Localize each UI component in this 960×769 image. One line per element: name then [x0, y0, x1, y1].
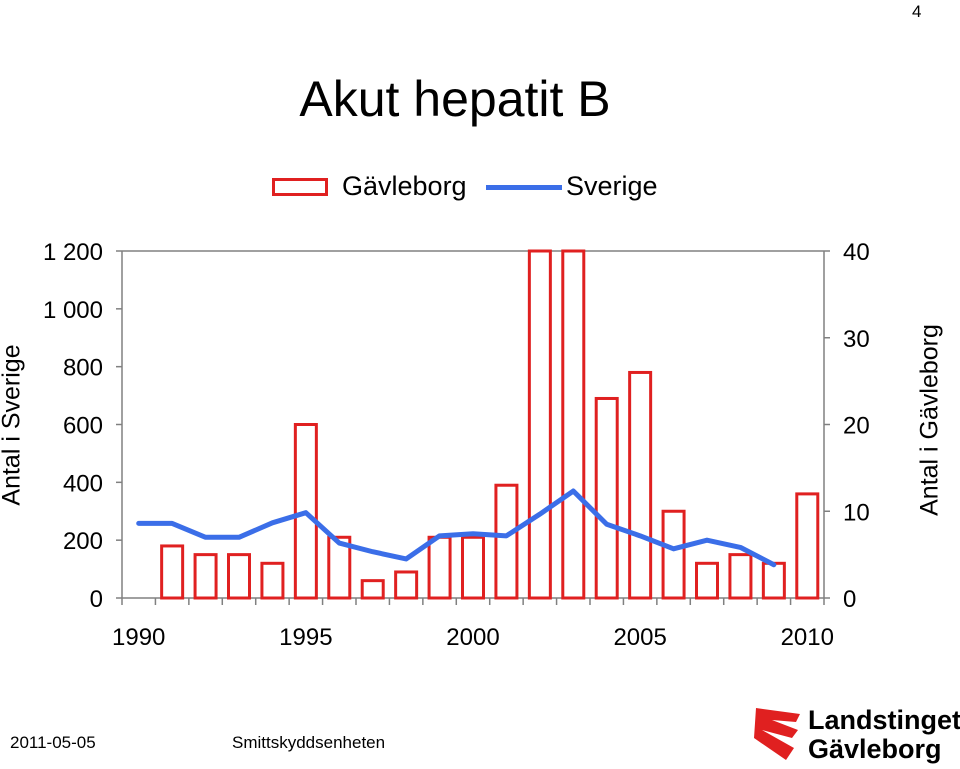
y-left-tick-label: 800: [63, 355, 103, 382]
bar-gavleborg: [628, 370, 653, 600]
line-sverige: [136, 488, 777, 568]
legend-label-gavleborg: Gävleborg: [342, 171, 467, 201]
bar-gavleborg: [227, 553, 251, 600]
y-right-tick-label: 0: [843, 586, 856, 613]
bar-gavleborg: [795, 492, 820, 600]
footer-unit: Smittskyddsenheten: [232, 733, 386, 752]
bar-gavleborg: [160, 544, 185, 600]
bar-gavleborg: [594, 396, 619, 600]
bar-gavleborg: [661, 509, 686, 600]
y-left-tick-label: 1 200: [43, 239, 103, 266]
bar-gavleborg: [427, 535, 452, 600]
legend-swatch-gavleborg: [272, 178, 328, 196]
x-tick-label: 1990: [112, 624, 165, 651]
bar-gavleborg: [494, 483, 519, 600]
x-tick-label: 1995: [279, 624, 332, 651]
logo-text-line1: Landstinget: [808, 705, 960, 735]
logo-text-line2: Gävleborg: [808, 734, 942, 764]
y-left-tick-label: 400: [63, 470, 103, 497]
bar-gavleborg: [761, 561, 786, 600]
y-left-tick-label: 600: [63, 413, 103, 440]
bar-gavleborg: [394, 570, 419, 600]
bar-gavleborg: [327, 535, 352, 600]
bars-gavleborg: [160, 249, 820, 600]
bar-gavleborg: [360, 579, 385, 600]
y-right-tick-label: 20: [843, 413, 870, 440]
bar-gavleborg: [527, 249, 552, 600]
tick-labels: 0 200 400 600 800 1 000 1 200 0 10 20 30 40 1990 1995…: [43, 239, 870, 651]
x-tick-label: 2005: [613, 624, 666, 651]
footer-date: 2011-05-05: [10, 733, 96, 752]
y-right-tick-label: 10: [843, 499, 870, 526]
y-left-tick-label: 1 000: [43, 297, 103, 324]
page-number: 4: [912, 2, 922, 21]
bar-gavleborg: [260, 561, 285, 600]
bar-gavleborg: [193, 553, 218, 600]
x-tick-label: 2010: [781, 624, 834, 651]
bar-gavleborg: [561, 249, 586, 600]
bar-gavleborg: [461, 535, 485, 600]
y-right-tick-label: 30: [843, 326, 870, 353]
legend-label-sverige: Sverige: [566, 171, 658, 201]
landstinget-logo: Landstinget Gävleborg: [752, 704, 960, 766]
y-left-tick-label: 0: [90, 586, 103, 613]
legend-swatch-sverige: [486, 185, 562, 190]
bar-gavleborg: [728, 553, 753, 600]
y-left-tick-label: 200: [63, 528, 103, 555]
logo-flag-icon: [754, 708, 800, 760]
line-path-sverige: [136, 488, 777, 568]
chart-title: Akut hepatit B: [299, 71, 611, 127]
y-right-tick-label: 40: [843, 239, 870, 266]
x-tick-label: 2000: [446, 624, 499, 651]
bar-gavleborg: [695, 561, 719, 600]
